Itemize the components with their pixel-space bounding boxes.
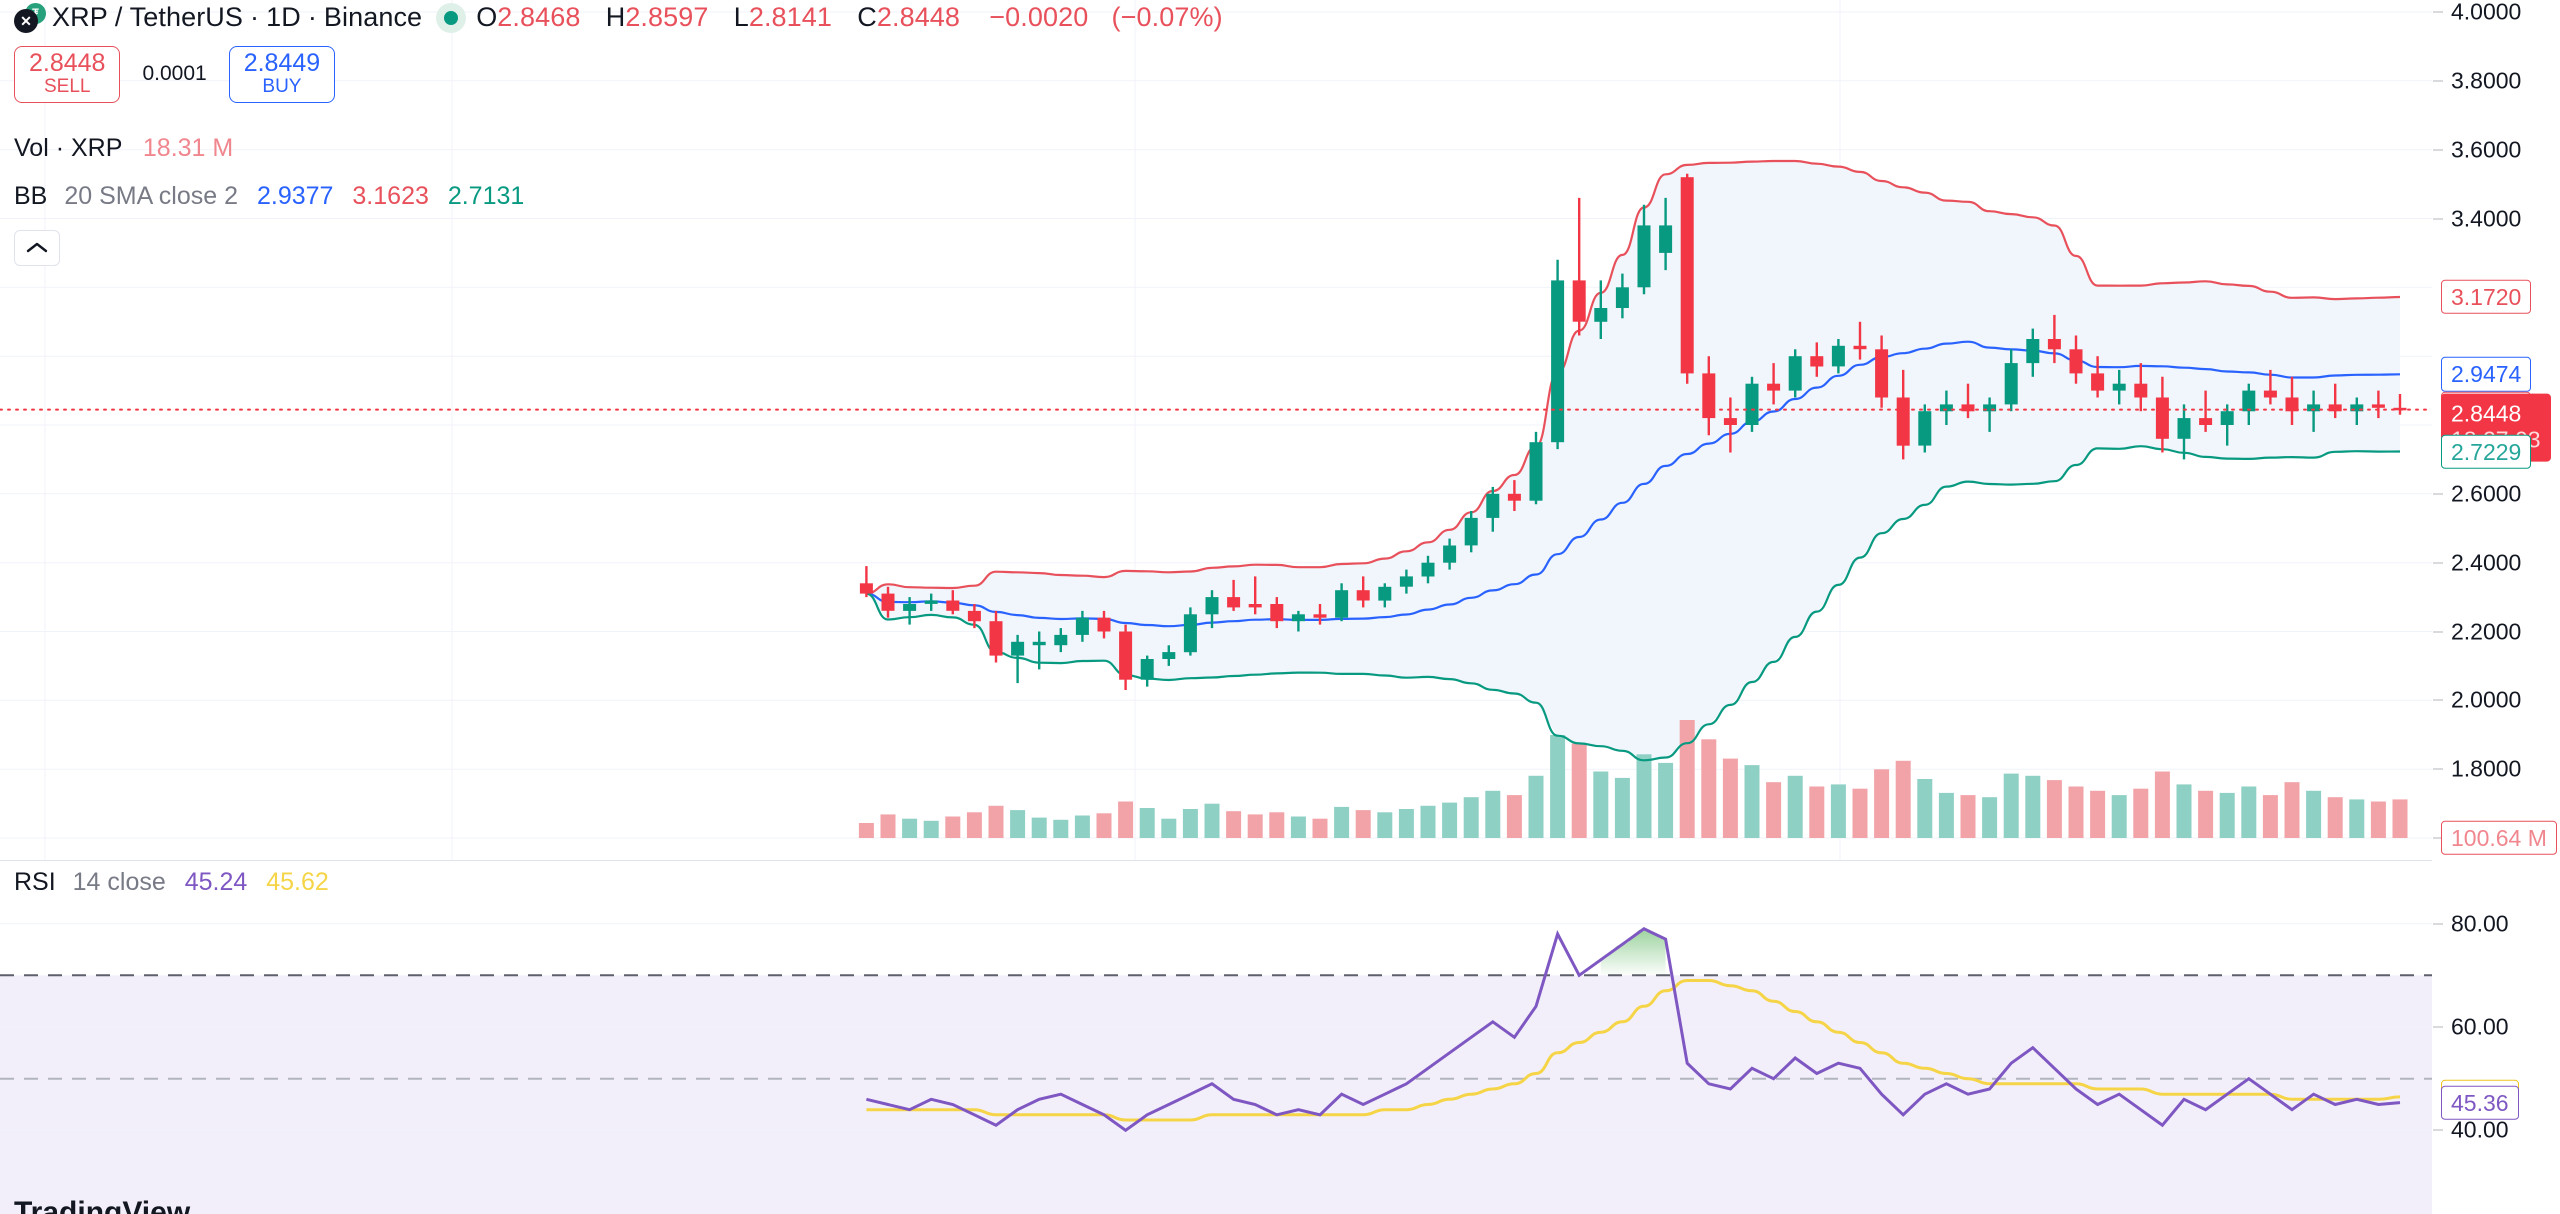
bb-basis-value: 2.9377 (256, 182, 334, 210)
market-open-icon[interactable] (436, 2, 467, 33)
rsi-indicator-legend[interactable]: RSI 14 close 45.24 45.62 (14, 868, 329, 897)
ohlc-low-key: L (733, 2, 749, 32)
exchange-label[interactable]: Binance (323, 2, 423, 32)
last-price-value: 2.8448 (2451, 400, 2522, 427)
rsi-tick-label: 60.00 (2451, 1013, 2509, 1040)
bb-lower-value: 2.7131 (447, 182, 525, 210)
bb-upper-price-tag[interactable]: 3.1720 (2441, 279, 2532, 315)
bb-lower-price-tag[interactable]: 2.7229 (2441, 434, 2532, 469)
bb-upper-value: 3.1623 (352, 182, 429, 210)
ohlc-change: −0.0020 (989, 2, 1089, 32)
price-pane[interactable] (0, 0, 2432, 860)
price-tick-label: 2.2000 (2451, 618, 2522, 644)
rsi-value: 45.24 (184, 868, 248, 896)
xrp-icon: ✕ (14, 8, 38, 33)
chart-legend-title: ₮ ✕ XRP / TetherUS · 1D · Binance O2.846… (14, 2, 1223, 33)
sell-price: 2.8448 (29, 49, 106, 77)
buy-price: 2.8449 (243, 49, 321, 77)
price-tick-mark (2433, 562, 2443, 564)
buy-button[interactable]: 2.8449 BUY (228, 46, 336, 103)
ohlc-open-value: 2.8468 (497, 2, 581, 32)
rsi-tick-mark (2433, 923, 2443, 925)
price-tick-mark (2433, 699, 2443, 701)
tradingview-watermark: TradingView (14, 1196, 191, 1214)
rsi-tick-label: 80.00 (2451, 910, 2509, 937)
ohlc-values: O2.8468 H2.8597 L2.8141 C2.8448 −0.0020 … (476, 2, 1222, 33)
bb-basis-price-tag[interactable]: 2.9474 (2441, 357, 2532, 392)
rsi-title: RSI (14, 868, 56, 896)
price-scale-axis[interactable]: 4.0000 3.8000 3.6000 3.4000 2.6000 2.4000 2.20… (2432, 0, 2560, 1214)
ohlc-close-key: C (857, 2, 877, 32)
volume-indicator-legend[interactable]: Vol · XRP 18.31 M (14, 134, 233, 163)
ohlc-high-value: 2.8597 (625, 2, 709, 32)
spread-value: 0.0001 (142, 62, 207, 86)
price-tick-label: 2.0000 (2451, 686, 2522, 713)
buy-label: BUY (262, 75, 302, 97)
volume-scale-tag[interactable]: 100.64 M (2441, 820, 2557, 856)
ohlc-change-percent: (−0.07%) (1111, 2, 1223, 32)
price-tick-mark (2433, 493, 2443, 495)
price-tick-mark (2433, 149, 2443, 151)
pane-divider[interactable] (0, 860, 2432, 861)
ohlc-high-key: H (605, 2, 626, 32)
legend-dot-1: · (250, 2, 260, 32)
bb-title: BB (14, 182, 48, 210)
rsi-tick-mark (2433, 1026, 2443, 1028)
ohlc-open-key: O (476, 2, 498, 32)
price-tick-label: 1.8000 (2451, 755, 2522, 782)
rsi-chart-canvas[interactable] (0, 862, 2432, 1214)
ohlc-close-value: 2.8448 (876, 2, 961, 32)
bb-args: 20 SMA close 2 (64, 182, 239, 210)
price-tick-label: 2.6000 (2451, 480, 2522, 507)
rsi-args: 14 close (72, 868, 166, 896)
price-tick-label: 2.4000 (2451, 549, 2522, 576)
price-tick-mark (2433, 768, 2443, 770)
rsi-tick-mark (2433, 1129, 2443, 1131)
bollinger-indicator-legend[interactable]: BB 20 SMA close 2 2.9377 3.1623 2.7131 (14, 182, 524, 211)
rsi-tick-label: 40.00 (2451, 1116, 2509, 1143)
ohlc-low-value: 2.8141 (748, 2, 833, 32)
price-tick-mark (2433, 11, 2443, 13)
rsi-pane[interactable] (0, 862, 2432, 1214)
rsi-ma-value: 45.62 (266, 868, 329, 896)
interval-label[interactable]: 1D (266, 2, 301, 32)
price-tick-mark (2433, 837, 2443, 839)
legend-dot-2: · (307, 2, 317, 32)
symbol-pair-icon: ₮ ✕ (14, 2, 46, 33)
volume-value: 18.31 M (142, 134, 234, 162)
price-chart-canvas[interactable] (0, 0, 2432, 860)
price-tick-label: 3.8000 (2451, 67, 2522, 94)
price-tick-label: 3.4000 (2451, 205, 2522, 231)
symbol-name[interactable]: XRP / TetherUS (52, 2, 243, 32)
price-tick-mark (2433, 631, 2443, 632)
price-tick-label: 3.6000 (2451, 136, 2522, 163)
sell-button[interactable]: 2.8448 SELL (14, 46, 121, 103)
price-tick-label: 4.0000 (2451, 0, 2522, 25)
sell-label: SELL (43, 75, 91, 97)
rsi-value-tag[interactable]: 45.36 (2441, 1085, 2519, 1120)
trade-panel: 2.8448 SELL 0.0001 2.8449 BUY (14, 46, 336, 103)
price-tick-mark (2433, 218, 2443, 219)
collapse-pane-button[interactable] (14, 230, 60, 266)
volume-title: Vol · XRP (14, 134, 122, 162)
chevron-up-icon (26, 242, 48, 253)
price-tick-mark (2433, 80, 2443, 82)
